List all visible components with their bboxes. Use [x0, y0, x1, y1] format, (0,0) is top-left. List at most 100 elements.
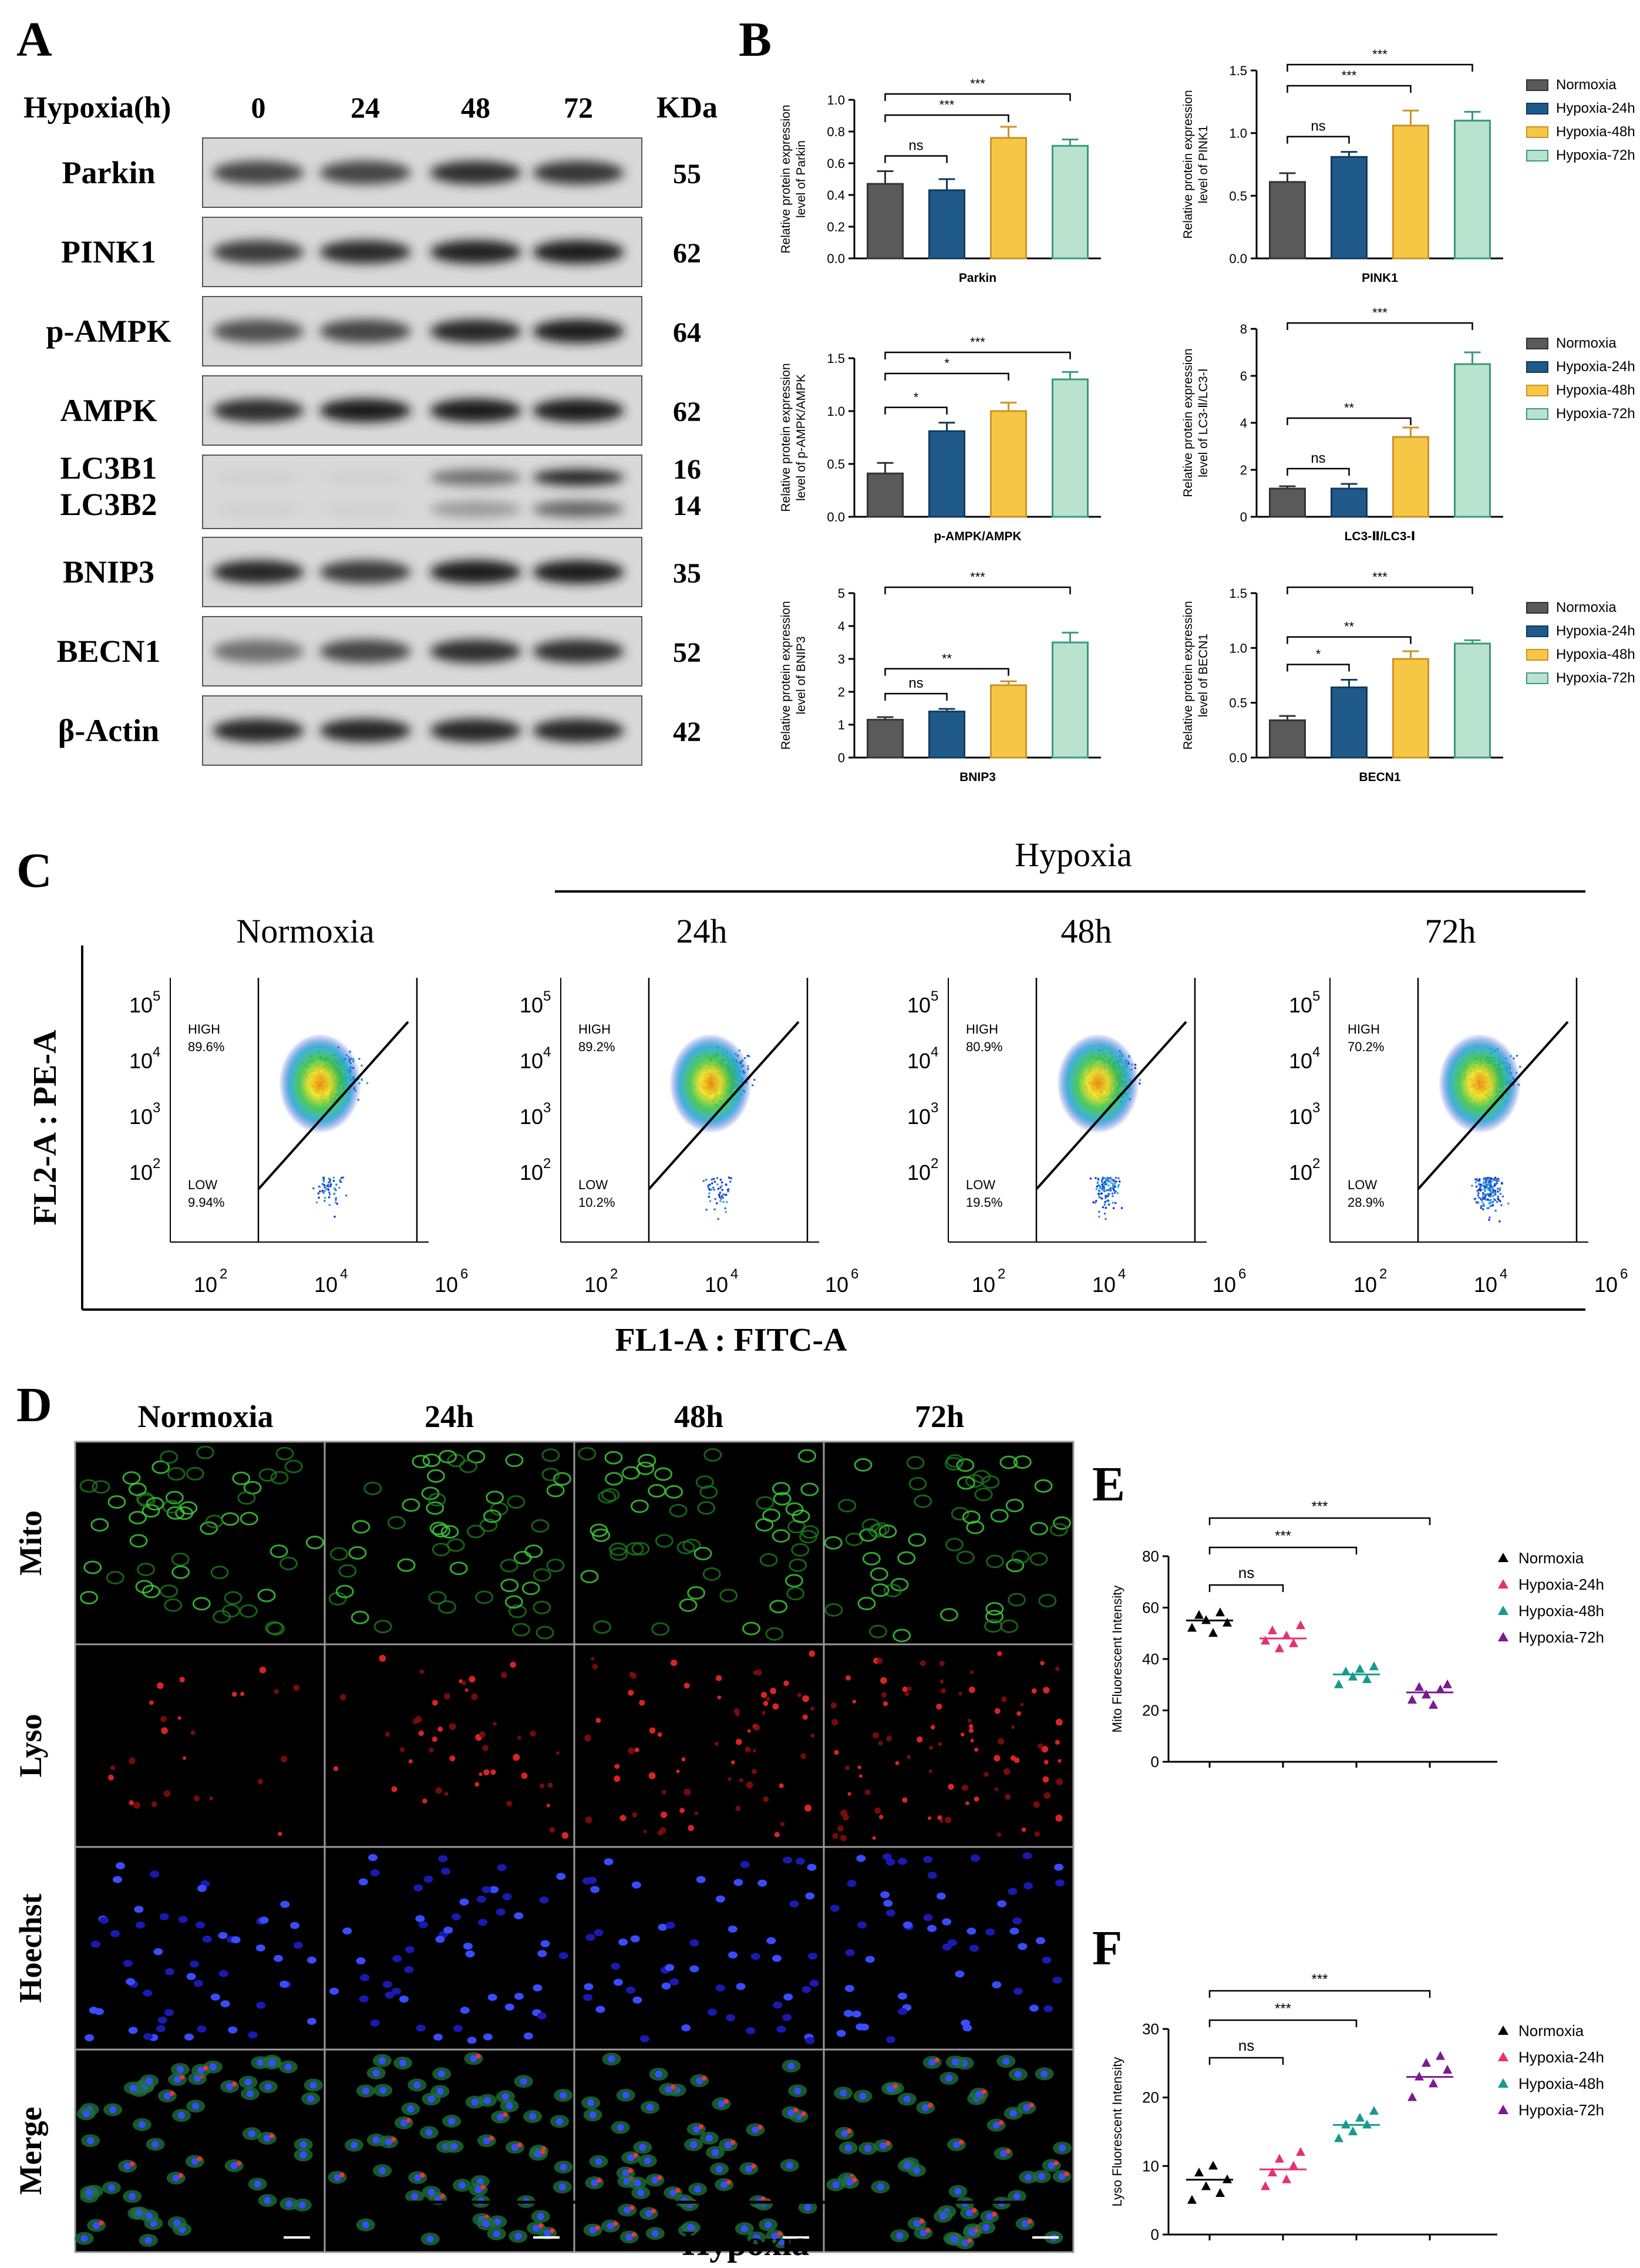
- merge-lyso: [1005, 2149, 1011, 2154]
- cell-event: [1518, 1065, 1521, 1068]
- bar-hypoxia-24h: [928, 430, 965, 518]
- nucleus-signal: [329, 1987, 339, 1995]
- legend-entry: Hypoxia-72h: [1518, 2101, 1604, 2119]
- lyso-signal: [760, 1691, 767, 1698]
- mito-signal: [966, 1520, 985, 1535]
- cell-event: [1488, 1202, 1490, 1204]
- cell-event: [1103, 1182, 1106, 1185]
- lyso-signal: [830, 1702, 837, 1709]
- data-point: [1223, 1617, 1232, 1627]
- nucleus-signal: [766, 1937, 776, 1944]
- mito-signal: [83, 1560, 102, 1574]
- lyso-signal: [810, 1706, 815, 1711]
- merge-nucleus: [268, 2060, 276, 2067]
- cell-event: [711, 1182, 713, 1185]
- merge-nucleus: [939, 2212, 947, 2220]
- merge-lyso: [1029, 2103, 1034, 2108]
- blot-band: [319, 501, 411, 517]
- merge-nucleus: [493, 2230, 500, 2237]
- lyso-signal: [471, 1693, 478, 1701]
- merge-nucleus: [1002, 2058, 1010, 2065]
- lyso-signal: [632, 1812, 638, 1818]
- lyso-signal: [493, 1721, 497, 1726]
- cell-event: [328, 1177, 331, 1180]
- merge-nucleus: [1058, 2172, 1066, 2180]
- blot-band: [533, 560, 624, 584]
- merge-nucleus: [595, 2158, 602, 2165]
- y-tick-exp: 4: [543, 1044, 551, 1060]
- significance-label: **: [942, 651, 952, 666]
- significance-label: ***: [1275, 2001, 1291, 2017]
- lyso-signal: [1043, 1792, 1051, 1799]
- cell-event: [725, 1183, 728, 1186]
- mito-signal: [1034, 1479, 1053, 1493]
- mito-signal: [786, 1587, 805, 1601]
- nucleus-signal: [228, 2026, 238, 2034]
- y-tick-label: 0.4: [827, 188, 845, 203]
- gate-low-value: 28.9%: [1348, 1195, 1384, 1210]
- panel-label-f: F: [1092, 1921, 1122, 1976]
- lyso-signal: [965, 1801, 969, 1805]
- lyso-signal: [521, 1772, 528, 1779]
- wb-timepoint-0: 0: [251, 91, 266, 124]
- mito-signal: [824, 1536, 843, 1550]
- micro-tile-mito: [823, 1441, 1075, 1646]
- blot-band: [213, 319, 304, 343]
- significance-label: *: [1316, 647, 1321, 661]
- cell-event: [712, 1186, 715, 1189]
- cell-event: [1139, 1082, 1141, 1085]
- micro-tile-bg: [324, 1846, 575, 2051]
- data-point: [1282, 1630, 1291, 1640]
- panel-label-d: D: [16, 1378, 52, 1432]
- merge-lyso: [503, 2112, 508, 2117]
- micro-tile-hoechst: [823, 1846, 1075, 2051]
- lyso-signal: [917, 1736, 923, 1743]
- merge-nucleus: [1025, 2173, 1032, 2181]
- data-point: [1275, 2153, 1284, 2163]
- cell-event: [716, 1183, 719, 1186]
- cell-event: [338, 1186, 341, 1189]
- gate-diagonal: [1035, 1021, 1187, 1190]
- legend-swatch: [1526, 361, 1548, 373]
- mito-signal: [449, 1562, 468, 1576]
- mito-signal: [985, 1610, 1004, 1624]
- panel-label-a: A: [16, 12, 52, 67]
- y-tick-label: 0: [1151, 2226, 1159, 2243]
- bar-hypoxia-72h: [1052, 378, 1089, 518]
- y-axis-label: Relative protein expression: [779, 105, 793, 253]
- merge-nucleus: [560, 2092, 567, 2099]
- cell-event: [358, 1058, 361, 1060]
- cell-event: [1494, 1183, 1497, 1185]
- legend-entry: Normoxia: [1518, 2022, 1584, 2040]
- lyso-signal: [994, 1755, 1001, 1762]
- panel-label-b: B: [739, 12, 772, 67]
- mito-signal: [239, 1604, 258, 1618]
- merge-lyso: [760, 2196, 766, 2202]
- mito-signal: [129, 1534, 148, 1548]
- lyso-signal: [930, 1725, 935, 1730]
- data-point: [1215, 2188, 1225, 2197]
- y-tick-label: 10: [129, 993, 153, 1017]
- cell-event: [1104, 1177, 1106, 1179]
- merge-nucleus: [694, 2185, 702, 2193]
- data-point: [1407, 1695, 1417, 1704]
- cell-event: [1484, 1193, 1487, 1196]
- merge-nucleus: [624, 2206, 631, 2214]
- y-tick-label: 80: [1142, 1547, 1159, 1565]
- lyso-signal: [1005, 1793, 1011, 1800]
- x-tick-label: 10: [972, 1273, 995, 1297]
- lyso-signal: [482, 1745, 489, 1751]
- cell-event: [328, 1185, 330, 1187]
- mito-signal: [798, 1449, 817, 1463]
- cell-event: [1102, 1176, 1104, 1179]
- micro-tile-mito: [324, 1441, 575, 1646]
- lyso-signal: [960, 1732, 965, 1737]
- merge-nucleus: [414, 2174, 422, 2182]
- y-tick-exp: 3: [153, 1100, 160, 1116]
- merge-nucleus: [309, 2081, 317, 2089]
- blot-band: [533, 399, 624, 422]
- nucleus-signal: [99, 1916, 109, 1924]
- nucleus-signal: [632, 1996, 642, 2004]
- significance-bracket: [1208, 2019, 1358, 2027]
